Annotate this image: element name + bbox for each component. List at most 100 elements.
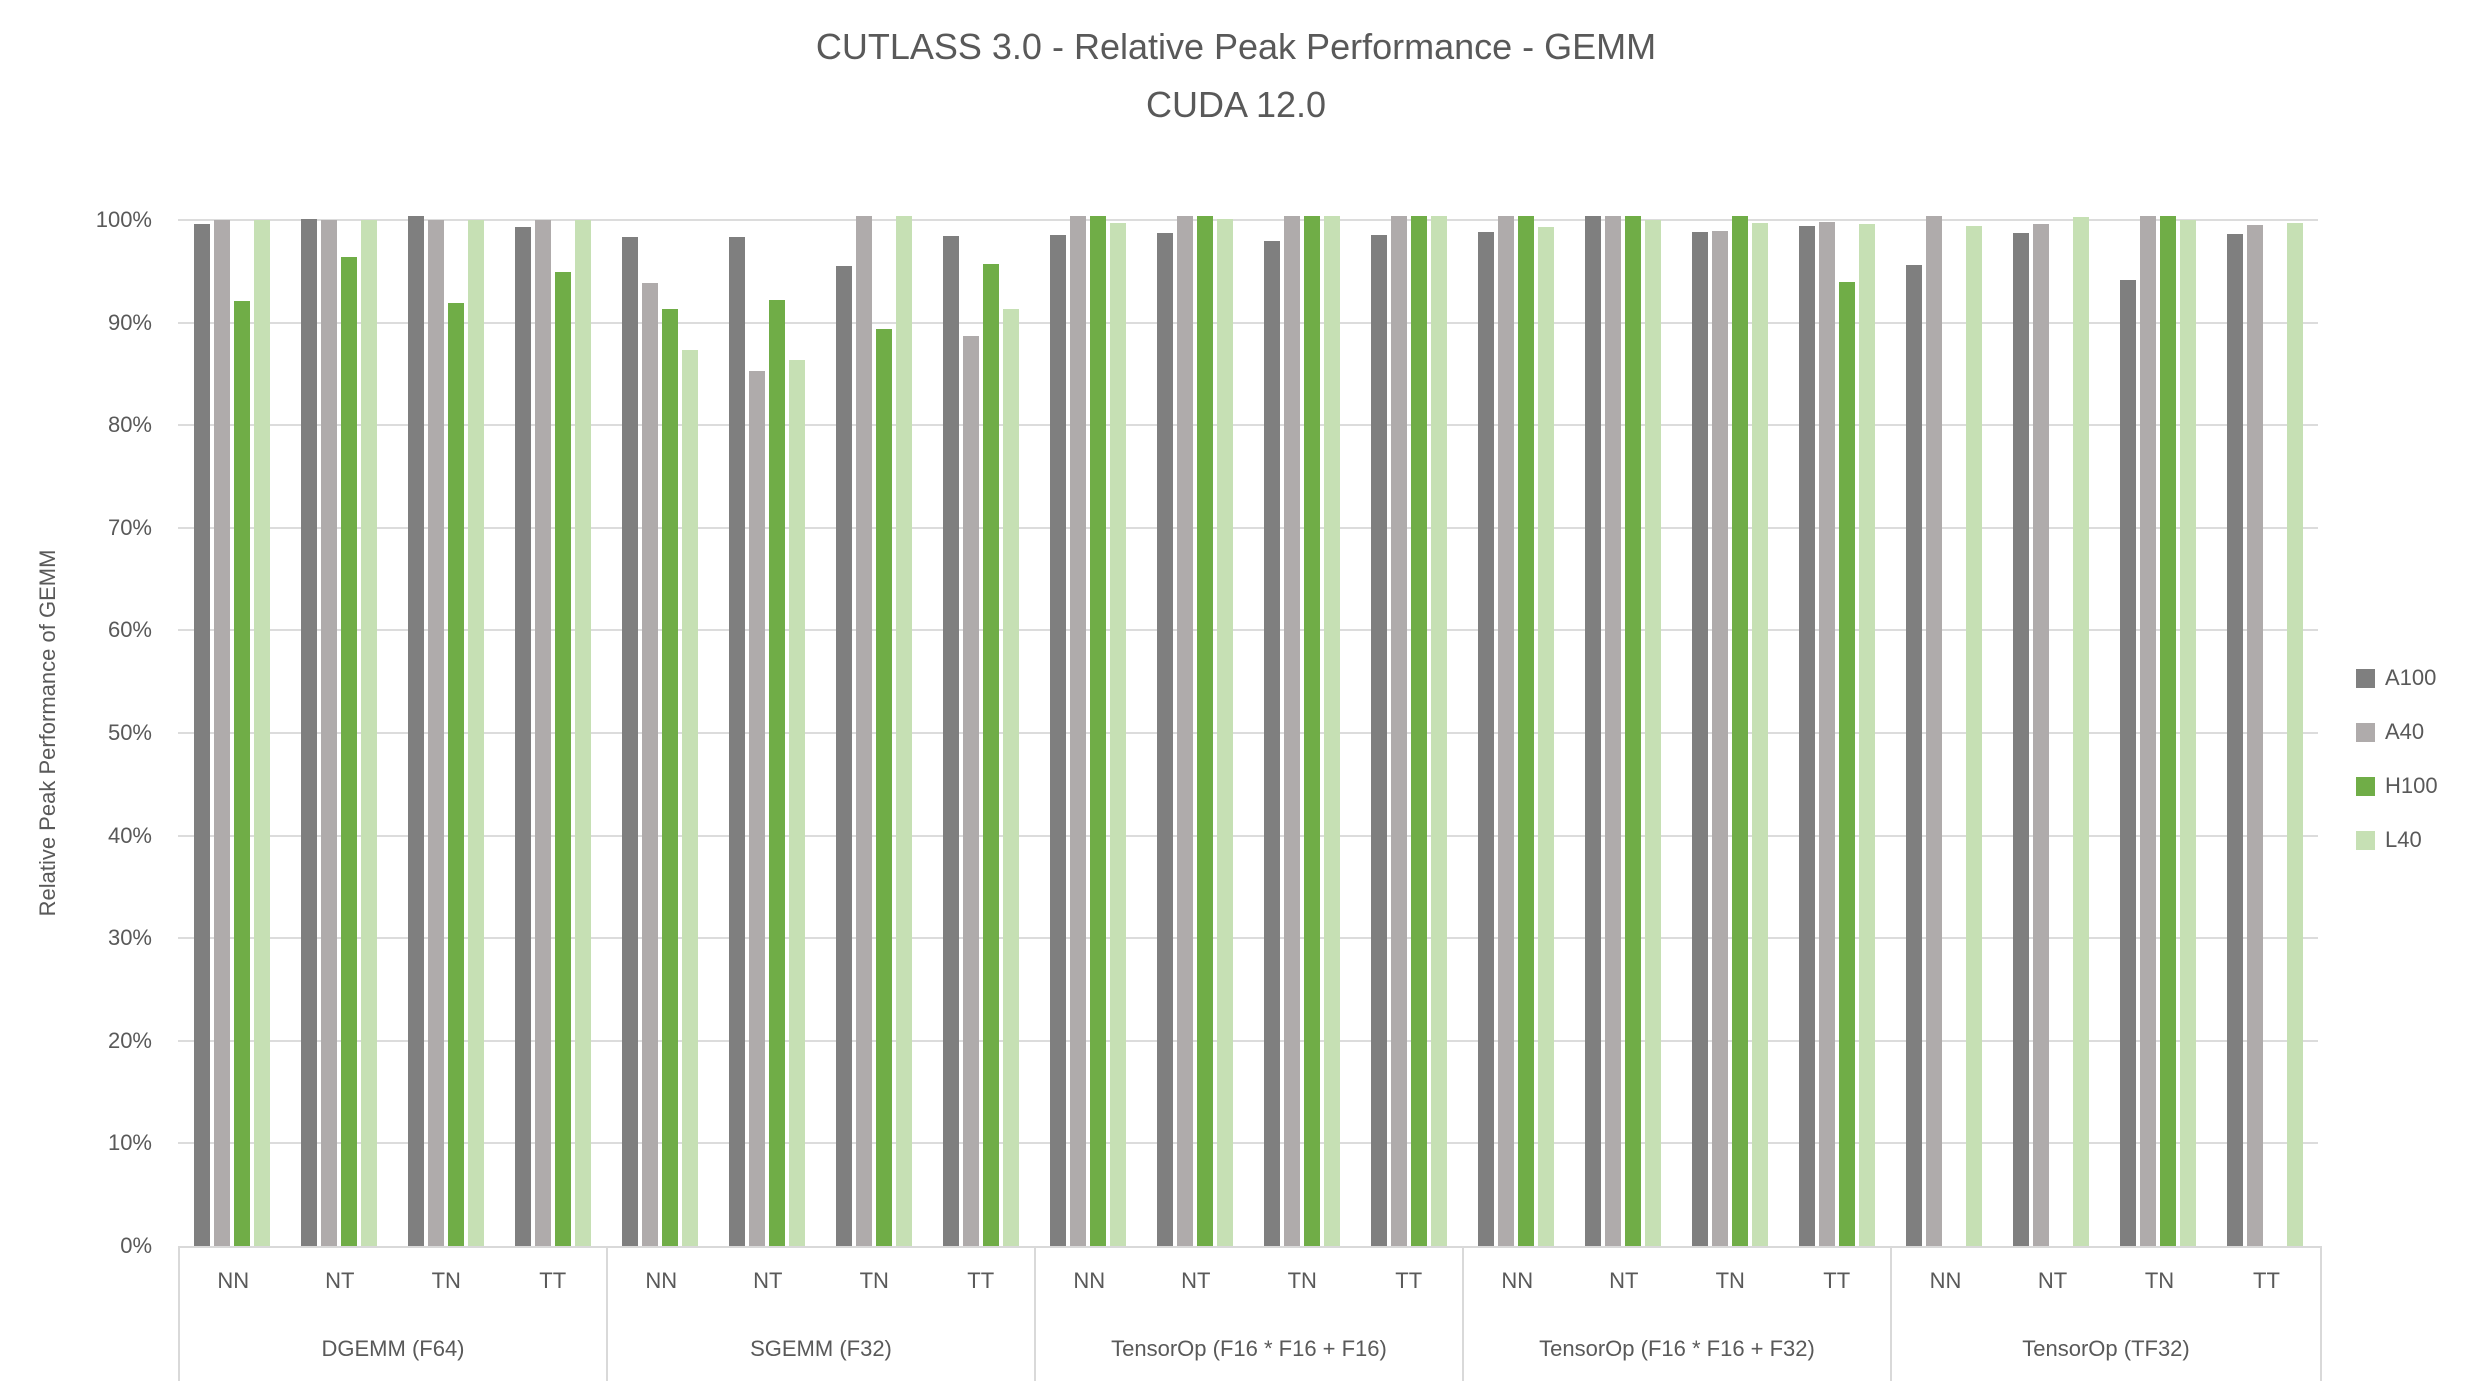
bar-h100-g0-tt — [554, 272, 571, 1246]
bar-a40-g2-nn — [1069, 215, 1086, 1246]
bar-group-1 — [606, 215, 1034, 1246]
bar-h100-g1-tn — [875, 328, 892, 1246]
bar-a100-g1-nn — [621, 237, 638, 1246]
bar-a100-g2-nt — [1156, 233, 1173, 1246]
gridline-50 — [178, 732, 2318, 734]
gridline-100 — [178, 219, 2318, 221]
bar-l40-g4-tn — [2179, 220, 2196, 1246]
legend-swatch-h100 — [2356, 776, 2375, 796]
bar-l40-g2-tn — [1323, 215, 1340, 1246]
bar-group-3 — [1462, 215, 1890, 1246]
y-tick-label-80: 80% — [107, 412, 152, 438]
y-tick-label-90: 90% — [107, 309, 152, 335]
bar-h100-g1-nt — [768, 300, 785, 1246]
x-category-row-0: NN NT TN TT — [180, 1248, 606, 1314]
bar-group-4 — [1890, 215, 2318, 1246]
plot-area — [178, 215, 2318, 1246]
bar-cluster-2-tn — [1248, 215, 1355, 1246]
x-category-label-2-nn: NN — [1073, 1268, 1106, 1293]
bar-l40-g0-nn — [253, 220, 270, 1246]
bar-a100-g1-tt — [942, 236, 959, 1246]
bar-a40-g2-tt — [1390, 215, 1407, 1246]
gridline-90 — [178, 321, 2318, 324]
legend-label-h100: H100 — [2385, 773, 2438, 798]
bar-a100-g0-tt — [514, 227, 531, 1246]
bar-cluster-3-tn — [1676, 215, 1783, 1246]
bar-l40-g1-tt — [1002, 309, 1019, 1246]
bar-a100-g0-tn — [407, 215, 424, 1246]
bar-h100-g1-nn — [661, 309, 678, 1246]
bar-cluster-2-tt — [1355, 215, 1462, 1246]
bar-cluster-0-tn — [392, 215, 499, 1246]
bar-cluster-0-tt — [499, 220, 606, 1246]
y-tick-label-60: 60% — [107, 617, 152, 643]
gridline-20 — [178, 1039, 2318, 1042]
gridline-60 — [178, 629, 2318, 632]
bar-h100-g3-nn — [1517, 215, 1534, 1246]
x-group-label-1: SGEMM (F32) — [750, 1336, 892, 1361]
bar-a100-g2-nn — [1049, 235, 1066, 1246]
legend-swatch-a40 — [2356, 722, 2375, 742]
x-group-cell-1: NN NT TN TT SGEMM (F32) — [608, 1248, 1036, 1381]
legend-item-a100: A100 — [2356, 665, 2438, 690]
bar-a100-g4-nn — [1905, 265, 1922, 1246]
x-group-cell-2: NN NT TN TT TensorOp (F16 * F16 + F16) — [1036, 1248, 1464, 1381]
bar-a100-g1-tn — [835, 266, 852, 1246]
x-category-row-1: NN NT TN TT — [608, 1248, 1034, 1314]
bar-a100-g4-tt — [2226, 234, 2243, 1246]
bar-l40-g0-tt — [574, 220, 591, 1246]
bar-h100-g2-tn — [1303, 215, 1320, 1246]
bar-h100-g3-tt — [1838, 281, 1855, 1246]
bar-l40-g0-nt — [360, 220, 377, 1246]
bar-cluster-3-nt — [1569, 215, 1676, 1246]
bar-l40-g1-nn — [681, 350, 698, 1246]
x-category-label-2-tn: TN — [1287, 1268, 1317, 1293]
x-group-label-2: TensorOp (F16 * F16 + F16) — [1111, 1336, 1387, 1361]
bar-a40-g4-nn — [1925, 215, 1942, 1246]
y-tick-label-0: 0% — [120, 1233, 152, 1258]
legend-swatch-a100 — [2356, 668, 2375, 688]
bar-a40-g4-nt — [2032, 224, 2049, 1246]
bar-cluster-2-nn — [1034, 215, 1141, 1246]
bar-a100-g3-tt — [1798, 226, 1815, 1246]
x-category-label-0-tt: TT — [539, 1268, 567, 1293]
chart-title: CUTLASS 3.0 - Relative Peak Performance … — [0, 18, 2472, 134]
bar-a40-g3-tt — [1818, 222, 1835, 1246]
bar-a40-g1-tt — [962, 335, 979, 1246]
bar-a40-g0-nt — [320, 220, 337, 1246]
y-tick-label-20: 20% — [107, 1027, 152, 1053]
bar-cluster-4-nt — [1997, 216, 2104, 1246]
bar-a40-g4-tt — [2246, 225, 2263, 1246]
bar-a100-g0-nt — [300, 218, 317, 1246]
gridline-30 — [178, 937, 2318, 940]
gridline-80 — [178, 424, 2318, 427]
y-tick-label-100: 100% — [95, 207, 152, 232]
chart-title-line1: CUTLASS 3.0 - Relative Peak Performance … — [815, 26, 1657, 67]
bar-h100-g4-tn — [2159, 215, 2176, 1246]
bar-l40-g0-tn — [467, 220, 484, 1246]
bar-a40-g1-tn — [855, 215, 872, 1246]
bar-a100-g3-tn — [1691, 232, 1708, 1246]
x-group-cell-4: NN NT TN TT TensorOp (TF32) — [1892, 1248, 2320, 1381]
bar-cluster-0-nt — [285, 218, 392, 1246]
bar-h100-g3-nt — [1624, 215, 1641, 1246]
bar-a40-g4-tn — [2139, 215, 2156, 1246]
bar-cluster-1-tt — [927, 220, 1034, 1246]
y-tick-label-10: 10% — [107, 1130, 152, 1156]
x-group-cell-0: NN NT TN TT DGEMM (F64) — [180, 1248, 608, 1381]
bar-h100-g0-nt — [340, 256, 357, 1246]
bar-cluster-4-tt — [2211, 220, 2318, 1246]
bar-cluster-4-nn — [1890, 215, 1997, 1246]
x-category-label-4-tt: TT — [2253, 1268, 2280, 1293]
x-category-label-4-nn: NN — [1929, 1268, 1962, 1293]
y-axis-ticks: 0% 10% 20% 30% 40% 50% 60% 70% 80% 90% 100% — [0, 0, 152, 1381]
bar-h100-g0-nn — [233, 301, 250, 1246]
bar-a100-g4-tn — [2119, 279, 2136, 1246]
y-tick-label-70: 70% — [107, 514, 152, 540]
x-axis-box: NN NT TN TT DGEMM (F64) NN NT TN TT SGEMM (F32) NN… — [178, 1246, 2322, 1381]
bar-a40-g3-tn — [1711, 231, 1728, 1246]
bar-a40-g3-nn — [1497, 215, 1514, 1246]
x-category-label-2-tt: TT — [1395, 1268, 1423, 1293]
bar-h100-g2-tt — [1410, 215, 1427, 1246]
x-category-label-0-nn: NN — [217, 1268, 250, 1293]
